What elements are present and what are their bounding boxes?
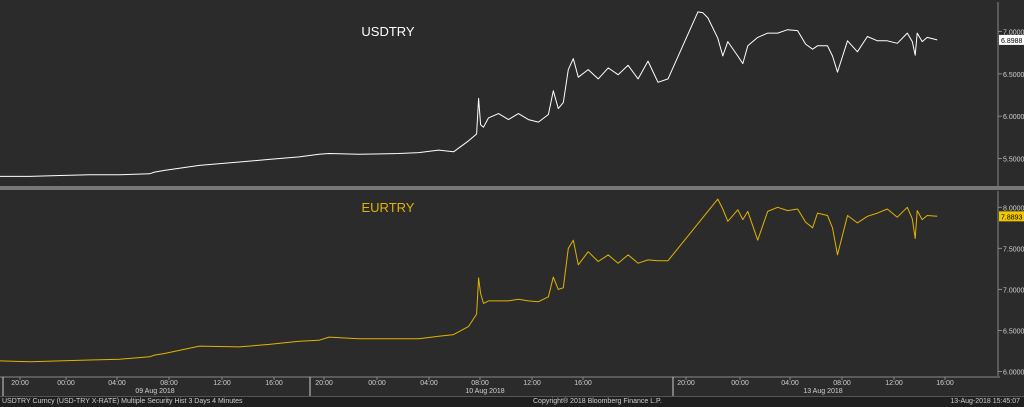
x-tick-label: 04:00 (420, 380, 438, 387)
x-tick-label: 12:00 (523, 380, 541, 387)
copyright-text: Copyright® 2018 Bloomberg Finance L.P. (533, 398, 662, 405)
x-axis: 20:00 00:00 04:00 08:00 12:00 16:00 20:00 00:00… (0, 376, 1024, 396)
x-tick-label: 20:00 (11, 380, 29, 387)
x-date-label: 09 Aug 2018 (135, 388, 174, 395)
usdtry-last-value-badge (999, 34, 1024, 45)
eurtry-y-tick-label: 7.5000 (1003, 246, 1024, 253)
x-date-label: 13 Aug 2018 (803, 388, 842, 395)
x-axis-band (0, 377, 1024, 396)
x-tick-label: 08:00 (160, 380, 178, 387)
x-tick-label: 00:00 (57, 380, 75, 387)
eurtry-y-tick-label: 8.0000 (1003, 205, 1024, 212)
x-tick-label: 20:00 (677, 380, 695, 387)
x-tick-label: 20:00 (315, 380, 333, 387)
security-description: USDTRY Curncy (USD-TRY X-RATE) Multiple … (2, 398, 243, 405)
x-tick-label: 16:00 (574, 380, 592, 387)
usdtry-y-tick-label: 7.0000 (1003, 29, 1024, 36)
x-tick-label: 04:00 (108, 380, 126, 387)
timestamp: 13-Aug-2018 15:45:07 (950, 398, 1020, 405)
x-tick-label: 12:00 (885, 380, 903, 387)
usdtry-series-line (0, 11, 938, 177)
x-tick-label: 08:00 (471, 380, 489, 387)
eurtry-y-tick-label: 6.5000 (1003, 328, 1024, 335)
usdtry-y-tick-label: 6.0000 (1003, 114, 1024, 121)
eurtry-title: EURTRY (362, 200, 415, 215)
x-tick-label: 00:00 (731, 380, 749, 387)
eurtry-y-tick-label: 6.0000 (1003, 370, 1024, 377)
usdtry-title: USDTRY (361, 24, 415, 39)
panel-divider[interactable] (0, 186, 1024, 190)
eurtry-last-value-badge (999, 211, 1024, 222)
x-tick-label: 04:00 (781, 380, 799, 387)
x-tick-label: 16:00 (265, 380, 283, 387)
x-tick-label: 08:00 (833, 380, 851, 387)
usdtry-last-value: 6.8988 (1001, 38, 1023, 45)
x-tick-label: 12:00 (213, 380, 231, 387)
usdtry-panel: 5.5000 6.0000 6.5000 7.0000 6.8988 USDTRY (0, 2, 1024, 186)
x-date-label: 10 Aug 2018 (465, 388, 504, 395)
usdtry-y-tick-label: 6.5000 (1003, 72, 1024, 79)
eurtry-last-value: 7.8893 (1001, 214, 1023, 221)
footer-bar (0, 396, 1024, 407)
x-tick-label: 00:00 (368, 380, 386, 387)
usdtry-y-tick-label: 5.5000 (1003, 157, 1024, 164)
eurtry-panel: 6.0000 6.5000 7.0000 7.5000 8.0000 7.8893 EURT… (0, 191, 1024, 377)
x-tick-label: 16:00 (936, 380, 954, 387)
eurtry-series-line (0, 198, 938, 363)
eurtry-y-tick-label: 7.0000 (1003, 287, 1024, 294)
